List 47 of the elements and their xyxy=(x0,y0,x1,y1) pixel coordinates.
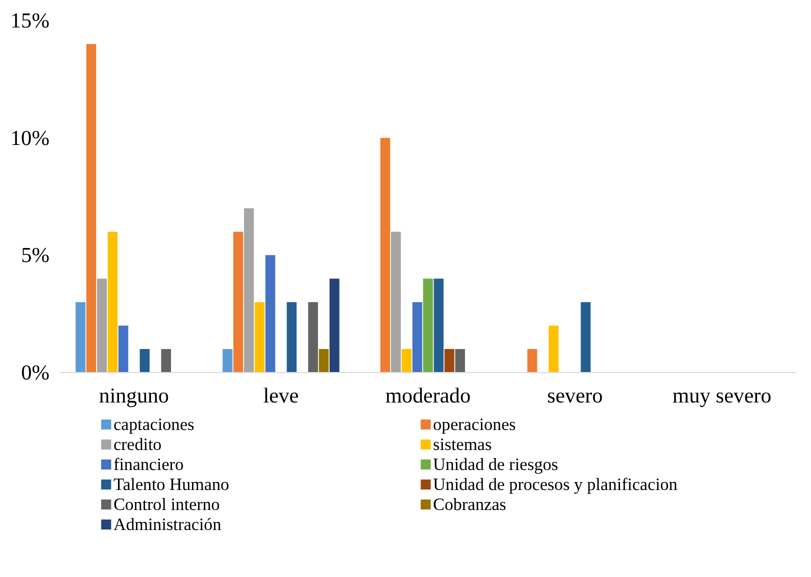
bar xyxy=(222,349,232,372)
x-tick-label: muy severo xyxy=(672,384,772,408)
legend-label: Talento Humano xyxy=(113,475,230,494)
bar xyxy=(308,302,318,372)
bar xyxy=(86,44,96,372)
x-tick-label: ninguno xyxy=(99,384,169,408)
bar xyxy=(76,302,86,372)
legend-label: credito xyxy=(113,435,162,454)
bar xyxy=(434,278,444,372)
y-tick-label: 15% xyxy=(10,8,50,32)
bar xyxy=(286,302,297,372)
bar xyxy=(97,278,107,372)
bar xyxy=(412,302,422,372)
legend-label: Unidad de riesgos xyxy=(433,455,558,474)
bar xyxy=(580,302,591,372)
bar xyxy=(402,349,412,372)
legend-label: financiero xyxy=(113,455,184,474)
bar xyxy=(455,349,465,372)
bar xyxy=(140,349,150,372)
x-tick-label: moderado xyxy=(385,384,471,408)
y-tick-label: 0% xyxy=(21,360,50,384)
bar xyxy=(244,208,254,372)
bar xyxy=(330,278,340,372)
bar xyxy=(265,255,276,372)
x-tick-label: leve xyxy=(263,384,299,408)
legend-label: captaciones xyxy=(113,415,195,434)
bar xyxy=(380,138,390,372)
y-tick-label: 10% xyxy=(10,126,50,150)
x-tick-label: severo xyxy=(547,384,603,408)
legend-label: Administración xyxy=(113,515,222,534)
legend-label: operaciones xyxy=(433,415,516,434)
bar xyxy=(444,349,454,372)
legend-label: Control interno xyxy=(113,495,220,514)
legend-label: sistemas xyxy=(433,435,492,454)
bar xyxy=(527,349,538,372)
bar xyxy=(161,349,171,372)
bar xyxy=(548,326,559,372)
y-tick-label: 5% xyxy=(21,243,50,268)
bar xyxy=(118,326,128,372)
bar xyxy=(391,232,401,372)
legend-label: Cobranzas xyxy=(433,495,506,514)
bar xyxy=(318,349,329,372)
legend-label: Unidad de procesos y planificacion xyxy=(433,475,678,494)
bar xyxy=(254,302,265,372)
bar xyxy=(233,232,244,372)
bar xyxy=(423,278,433,372)
bar xyxy=(108,232,118,372)
